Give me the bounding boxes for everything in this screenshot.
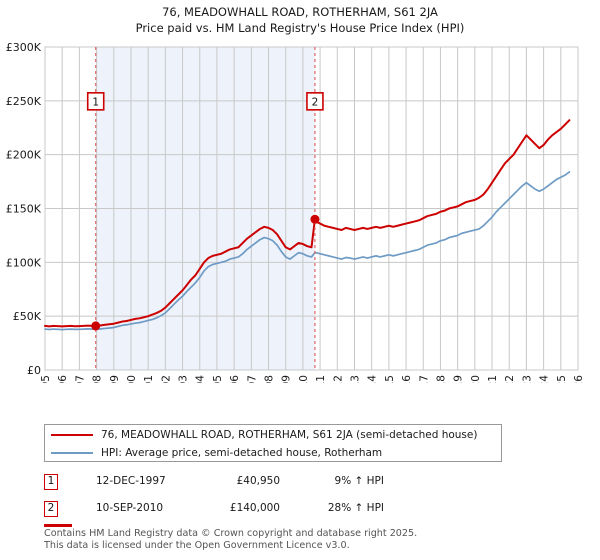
x-tick-label: 2015 [384, 375, 396, 383]
x-tick-label: 2020 [470, 375, 482, 383]
y-tick-label: £250K [6, 95, 42, 108]
marker-point-2 [310, 214, 320, 224]
x-tick-label: 2024 [539, 375, 551, 383]
chart-legend: 76, MEADOWHALL ROAD, ROTHERHAM, S61 2JA … [44, 424, 502, 462]
y-tick-label: £200K [6, 149, 42, 162]
x-tick-label: 2002 [160, 375, 172, 383]
legend-item-property: 76, MEADOWHALL ROAD, ROTHERHAM, S61 2JA … [51, 426, 501, 444]
x-tick-label: 2005 [212, 375, 224, 383]
transaction-price-2: £140,000 [229, 502, 280, 514]
x-tick-label: 2014 [367, 375, 379, 383]
title-line-address: 76, MEADOWHALL ROAD, ROTHERHAM, S61 2JA [162, 5, 438, 19]
x-tick-label: 2007 [246, 375, 258, 383]
x-tick-label: 2013 [349, 375, 361, 383]
transaction-price-1: £40,950 [236, 475, 280, 487]
x-tick-label: 1997 [74, 375, 86, 383]
footer-line-copyright: Contains HM Land Registry data © Crown c… [44, 528, 418, 539]
marker-badge-box-2[interactable] [306, 92, 324, 111]
legend-label-hpi: HPI: Average price, semi-detached house,… [101, 447, 383, 459]
x-tick-label: 2017 [418, 375, 430, 383]
y-tick-label: £50K [13, 310, 42, 323]
x-tick-label: 1995 [40, 375, 52, 383]
footer-line-licence: This data is licensed under the Open Gov… [44, 539, 350, 551]
chart-plot: 1995 1996 1997 1998 1999 2000 2001 2002 2003 2004… [0, 38, 600, 383]
y-tick-label: £300K [6, 41, 42, 54]
y-tick-label: £0 [27, 364, 41, 377]
x-tick-label: 2010 [298, 375, 310, 383]
x-tick-label: 1996 [57, 375, 69, 383]
legend-swatch-property [51, 434, 93, 436]
footer-attribution: Contains HM Land Registry data © Crown c… [44, 528, 584, 551]
legend-label-property: 76, MEADOWHALL ROAD, ROTHERHAM, S61 2JA … [101, 429, 478, 441]
transaction-badge-1: 1 [44, 474, 58, 490]
x-tick-label: 2018 [435, 375, 447, 383]
table-row: 2 10-SEP-2010 £140,000 28% ↑ HPI [44, 499, 504, 526]
title-line-subtitle: Price paid vs. HM Land Registry's House … [135, 21, 465, 35]
footer-divider [44, 524, 72, 527]
x-tick-label: 2025 [556, 375, 568, 383]
x-tick-label: 2019 [453, 375, 465, 383]
chart-svg: 1995 1996 1997 1998 1999 2000 2001 2002 2003 2004… [6, 41, 585, 383]
legend-item-hpi: HPI: Average price, semi-detached house,… [51, 444, 501, 462]
x-tick-label: 2026 [573, 375, 585, 383]
transactions-table: 1 12-DEC-1997 £40,950 9% ↑ HPI 2 10-SEP-… [44, 472, 504, 526]
transaction-badge-2: 2 [44, 501, 58, 517]
x-tick-label: 2008 [264, 375, 276, 383]
y-tick-label: £150K [6, 203, 42, 216]
transaction-hpi-delta-1: 9% ↑ HPI [334, 475, 384, 487]
x-tick-label: 2006 [229, 375, 241, 383]
marker-badge-label-2: 2 [312, 96, 319, 108]
x-tick-label: 2011 [315, 375, 327, 383]
series-line-hpi [44, 171, 571, 331]
series-line-property [44, 119, 571, 328]
table-row: 1 12-DEC-1997 £40,950 9% ↑ HPI [44, 472, 504, 499]
x-tick-label: 2004 [195, 375, 207, 383]
y-tick-label: £100K [6, 256, 42, 269]
marker-badge-label-1: 1 [92, 96, 99, 108]
transaction-date-1: 12-DEC-1997 [96, 475, 166, 487]
x-tick-label: 2016 [401, 375, 413, 383]
transaction-hpi-delta-2: 28% ↑ HPI [327, 502, 384, 514]
x-tick-label: 2012 [332, 375, 344, 383]
x-tick-label: 1999 [109, 375, 121, 383]
marker-point-1 [91, 321, 101, 331]
legend-swatch-hpi [51, 452, 93, 454]
x-tick-label: 2009 [281, 375, 293, 383]
x-tick-label: 1998 [92, 375, 104, 383]
marker-badge-box-1[interactable] [86, 92, 105, 111]
transaction-date-2: 10-SEP-2010 [96, 502, 164, 514]
page-title: 76, MEADOWHALL ROAD, ROTHERHAM, S61 2JA … [0, 4, 600, 36]
x-tick-label: 2000 [126, 375, 138, 383]
x-tick-label: 2022 [504, 375, 516, 383]
x-tick-label: 2001 [143, 375, 155, 383]
x-tick-label: 2021 [487, 375, 499, 383]
x-tick-label: 2023 [521, 375, 533, 383]
x-tick-label: 2003 [178, 375, 190, 383]
